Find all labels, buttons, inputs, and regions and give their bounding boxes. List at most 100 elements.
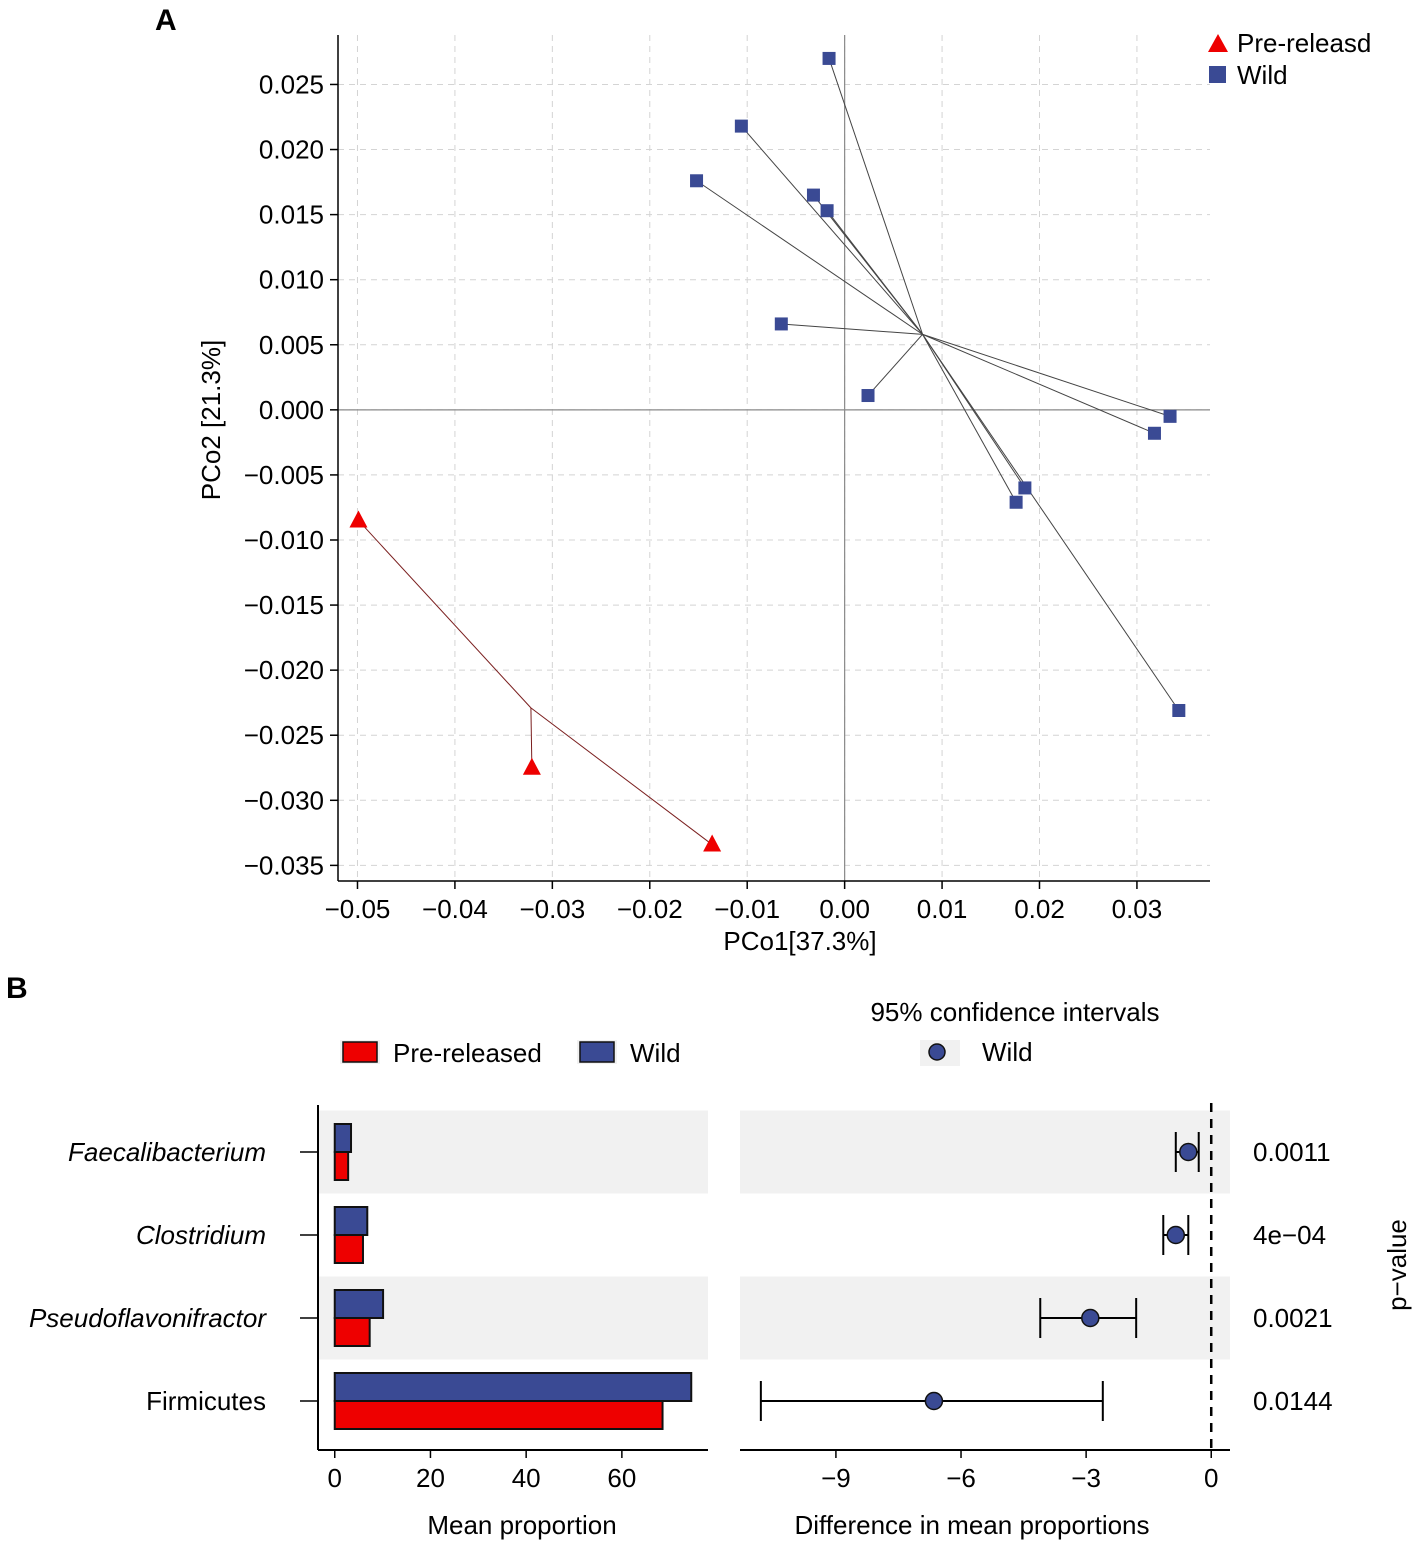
bar-prereleased-3 [333,1400,664,1430]
pcoa-x-axis-label: PCo1[37.3%] [723,926,876,956]
ci-x-tick-label: −9 [821,1463,851,1493]
bar-x-tick-label: 40 [512,1463,541,1493]
spoke-wild-11 [922,334,1180,711]
ci-x-axis-label: Difference in mean proportions [794,1510,1149,1540]
point-prereleased-0 [349,510,368,528]
category-label: Faecalibacterium [68,1137,266,1167]
x-tick-label: −0.01 [714,894,780,924]
spoke-prereleased-0 [358,520,532,709]
ci-estimate-point-2 [1081,1308,1100,1328]
x-tick-label: 0.02 [1014,894,1065,924]
ci-x-tick-label: −6 [946,1463,976,1493]
spoke-prereleased-1 [530,707,533,768]
pcoa-points [349,51,1186,852]
y-tick-label: 0.010 [259,265,324,295]
y-tick-label: −0.010 [244,525,324,555]
spoke-wild-1 [740,125,923,335]
point-wild-5 [774,317,788,331]
spoke-wild-6 [867,334,923,396]
point-wild-2 [690,174,704,188]
ci-legend-label: Wild [982,1037,1033,1067]
point-wild-10 [1009,495,1023,509]
x-tick-label: −0.05 [325,894,391,924]
y-tick-label: −0.005 [244,460,324,490]
legend-label-prereleasd: Pre-releasd [1237,28,1371,58]
legend-swatch-wild [579,1041,615,1063]
x-tick-label: −0.02 [617,894,683,924]
spoke-wild-8 [922,333,1155,434]
spoke-wild-4 [826,210,923,335]
category-label: Firmicutes [146,1386,266,1416]
pcoa-legend: Pre-releasd Wild [1208,28,1371,90]
y-tick-label: −0.015 [244,590,324,620]
point-prereleased-2 [703,834,722,852]
point-prereleased-1 [522,757,541,775]
pcoa-y-ticks: 0.025 0.020 0.015 0.010 0.005 0.000 −0.005 −0.0… [244,69,338,880]
p-value-label: 4e−04 [1253,1220,1326,1250]
y-tick-label: −0.035 [244,850,324,880]
y-tick-label: 0.020 [259,135,324,165]
pcoa-spokes [358,58,1180,845]
spoke-prereleased-2 [530,707,713,845]
legend-label-wild-bar: Wild [630,1038,681,1068]
legend-label-wild: Wild [1237,60,1288,90]
category-labels: Faecalibacterium Clostridium Pseudoflavoni… [29,1137,267,1416]
ci-x-tick-label: 0 [1204,1463,1218,1493]
p-value-label: 0.0011 [1253,1137,1331,1167]
y-tick-label: 0.015 [259,200,324,230]
ci-legend-marker [928,1043,946,1061]
row-band-bar-0 [318,1110,708,1194]
point-wild-7 [1163,409,1177,423]
pcoa-axes [337,35,1210,882]
x-tick-label: 0.00 [819,894,870,924]
category-label: Clostridium [136,1220,266,1250]
bar-prereleased-1 [333,1234,364,1264]
mean-proportion-bars [333,1123,693,1430]
point-wild-4 [820,204,834,218]
bar-x-tick-label: 20 [416,1463,445,1493]
legend-label-prereleased: Pre-released [393,1038,542,1068]
legend-swatch-prereleased [342,1041,378,1063]
bar-wild-3 [333,1372,693,1402]
p-values: 0.0011 4e−04 0.0021 0.0144 [1253,1137,1333,1416]
ci-axes: −9 −6 −3 0 [740,1103,1230,1493]
ci-x-tick-label: −3 [1071,1463,1101,1493]
pcoa-zero-lines [338,35,1210,881]
pcoa-x-ticks: −0.05 −0.04 −0.03 −0.02 −0.01 0.00 0.01 0.02 0.0… [325,881,1162,924]
pcoa-y-axis-label: PCo2 [21.3%] [196,340,226,500]
ci-estimates [759,1132,1200,1421]
y-tick-label: 0.005 [259,330,324,360]
bar-x-tick-label: 60 [607,1463,636,1493]
y-tick-label: 0.025 [259,69,324,99]
bar-prereleased-2 [333,1317,371,1347]
point-wild-0 [822,51,836,65]
spoke-wild-2 [696,180,923,335]
x-tick-label: −0.04 [422,894,488,924]
panel-b-label: B [6,972,28,1005]
ci-legend-title: 95% confidence intervals [870,997,1159,1027]
spoke-wild-0 [828,58,924,335]
y-tick-label: −0.020 [244,655,324,685]
p-value-label: 0.0021 [1253,1303,1333,1333]
bar-x-axis-label: Mean proportion [427,1510,616,1540]
ci-estimate-point-1 [1166,1225,1186,1245]
spoke-wild-10 [922,334,1017,503]
spoke-wild-7 [922,333,1171,417]
point-wild-9 [1018,481,1032,495]
y-tick-label: 0.000 [259,395,324,425]
bar-axes: 0 20 40 60 [300,1105,708,1493]
point-wild-6 [861,389,875,403]
point-wild-11 [1172,703,1186,717]
ci-legend: 95% confidence intervals Wild [870,997,1159,1067]
row-band-ci-0 [740,1110,1230,1194]
bar-wild-2 [333,1289,385,1319]
point-wild-1 [734,119,748,133]
legend-triangle-marker [1208,34,1228,52]
bar-legend: Pre-released Wild [340,1038,681,1068]
ci-estimate-point-0 [1179,1142,1198,1162]
bar-wild-1 [333,1206,369,1236]
pcoa-gridlines [338,35,1210,881]
p-value-axis-label: p−value [1382,1219,1412,1311]
category-label: Pseudoflavonifractor [29,1303,267,1333]
